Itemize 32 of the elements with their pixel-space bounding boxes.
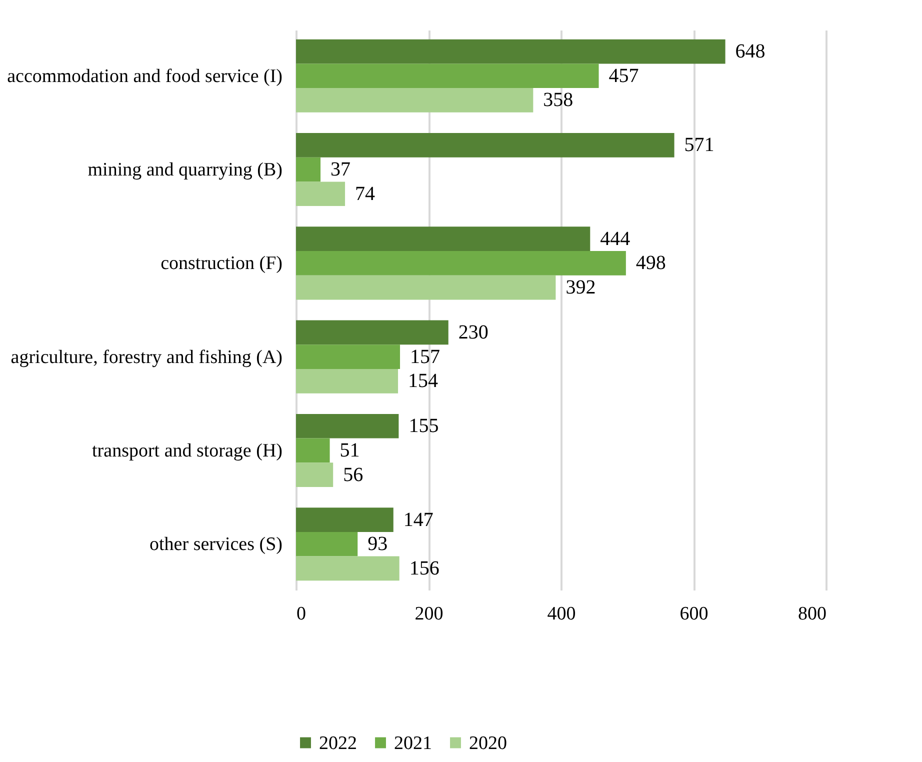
y-tick-label: agriculture, forestry and fishing (A) [10,346,282,368]
data-label: 230 [458,321,488,344]
x-tick-label: 600 [680,604,708,624]
legend-label: 2021 [394,732,432,754]
legend-label: 2020 [469,732,507,754]
data-label: 498 [636,252,666,274]
data-label: 37 [330,158,351,181]
y-tick-label: accommodation and food service (I) [7,66,282,87]
x-tick-label: 0 [296,604,306,624]
data-label: 93 [368,533,388,556]
data-label: 392 [566,276,596,299]
data-label: 154 [408,370,438,392]
x-tick-label: 200 [414,604,444,624]
data-label: 571 [684,134,714,156]
y-tick-label: construction (F) [160,253,282,274]
data-label: 358 [543,89,574,112]
data-label: 457 [608,64,639,87]
data-label: 157 [410,346,440,368]
x-tick-label: 400 [547,604,576,624]
data-label: 56 [343,464,364,486]
data-label: 648 [735,40,766,63]
y-tick-label: transport and storage (H) [92,440,282,462]
data-label: 155 [408,415,439,438]
legend-label: 2022 [319,732,357,754]
y-tick-label: mining and quarrying (B) [88,160,282,181]
data-label: 444 [600,228,630,250]
y-tick-label: other services (S) [150,534,282,556]
x-tick-label: 800 [798,604,826,624]
data-label: 51 [340,439,360,462]
data-label: 74 [355,182,376,205]
data-label: 156 [409,557,440,580]
data-label: 147 [403,508,434,531]
